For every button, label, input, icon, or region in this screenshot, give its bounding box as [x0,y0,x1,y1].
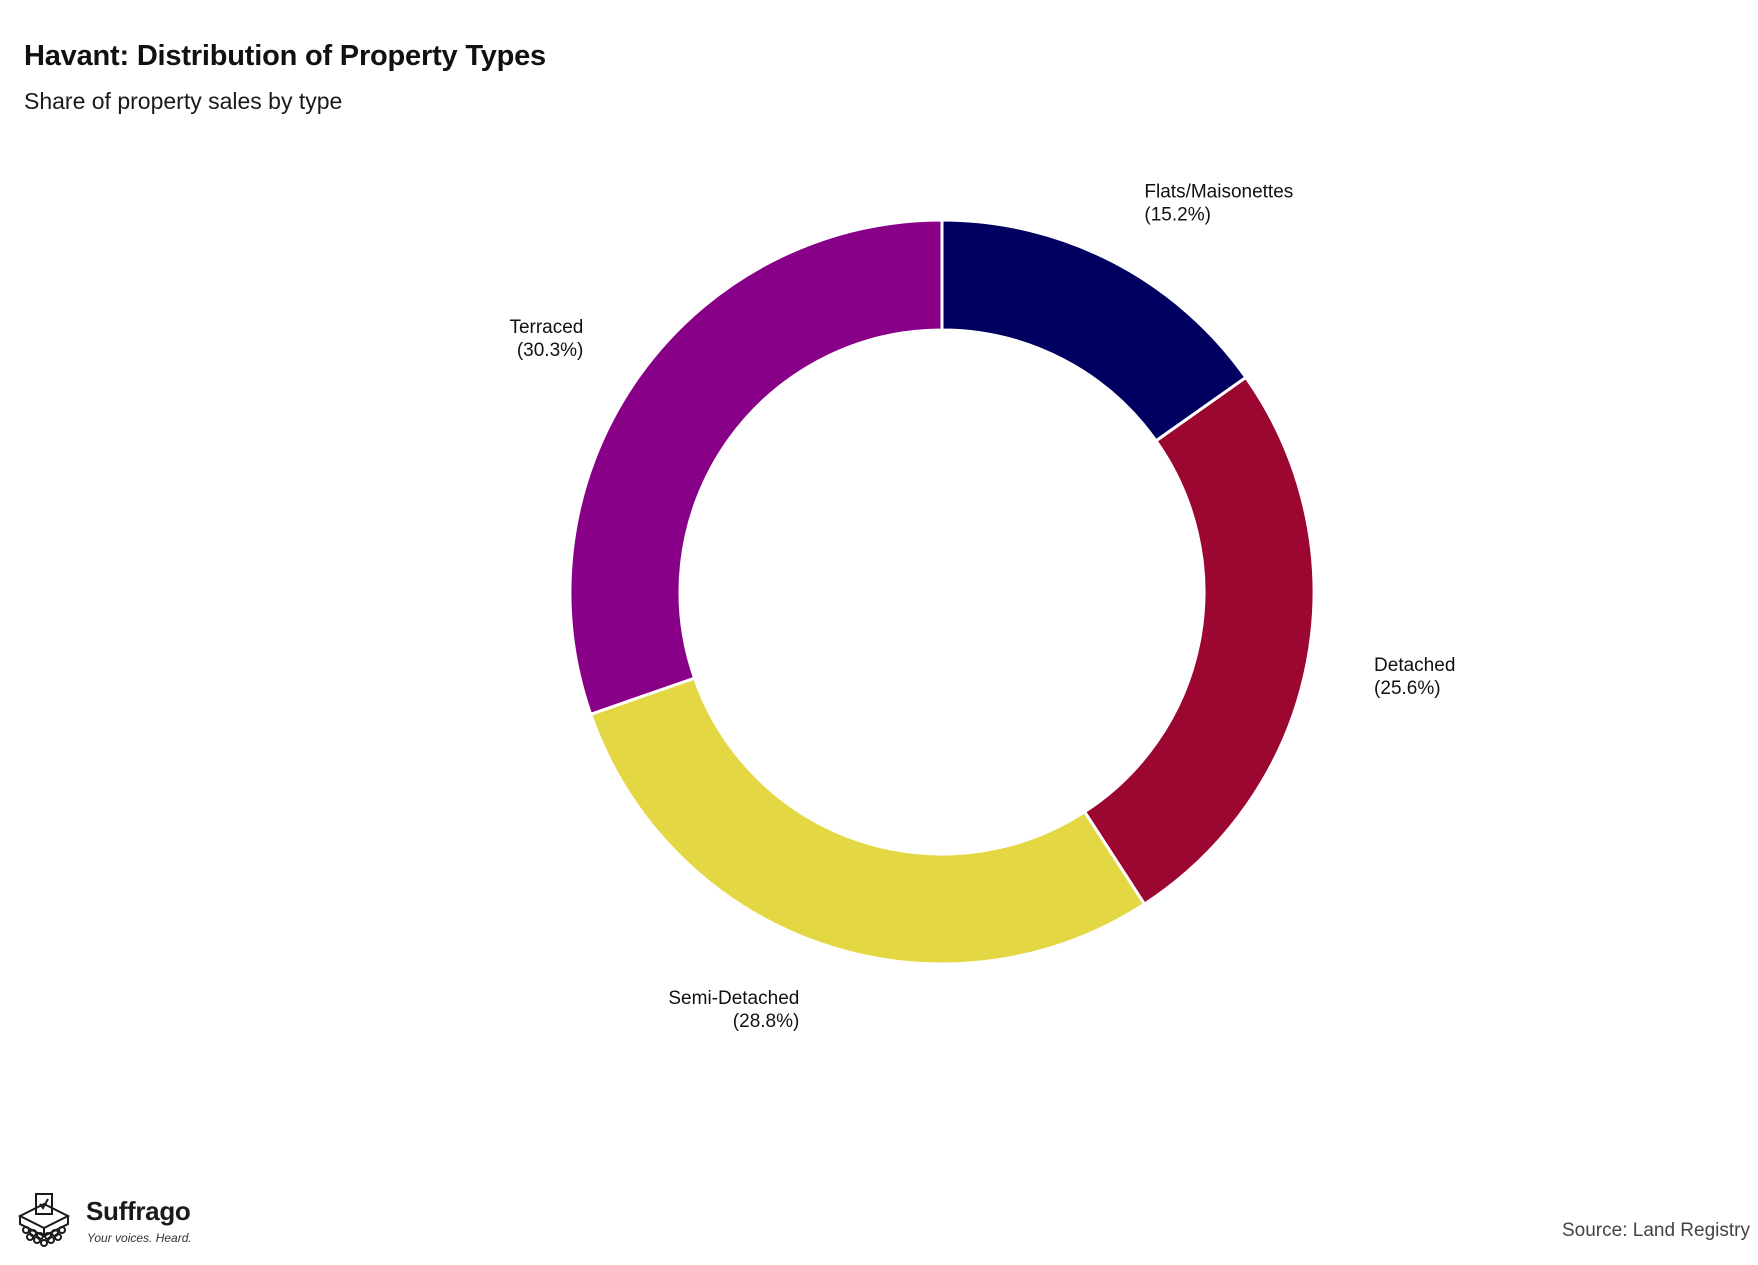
chart-title: Havant: Distribution of Property Types [24,40,546,72]
donut-slice-flats-maisonettes [940,218,1248,443]
brand-name: Suffrago [86,1196,191,1226]
donut-slice-terraced [568,218,944,717]
donut-slice-semi-detached [588,676,1147,966]
slice-label: Terraced [509,317,583,338]
slice-label: Semi-Detached [668,988,799,1009]
brand-tagline: Your voices. Heard. [87,1231,192,1245]
slice-value-label: (30.3%) [517,340,584,361]
source-note: Source: Land Registry [1562,1220,1750,1241]
donut-slice-detached [1082,375,1316,907]
ballot-box-icon [17,1193,71,1247]
slice-value-label: (28.8%) [733,1011,800,1032]
slice-label: Detached [1374,655,1455,676]
slice-value-label: (25.6%) [1374,678,1441,699]
slice-value-label: (15.2%) [1144,204,1211,225]
chart-subtitle: Share of property sales by type [24,88,343,114]
slice-label: Flats/Maisonettes [1144,181,1293,202]
